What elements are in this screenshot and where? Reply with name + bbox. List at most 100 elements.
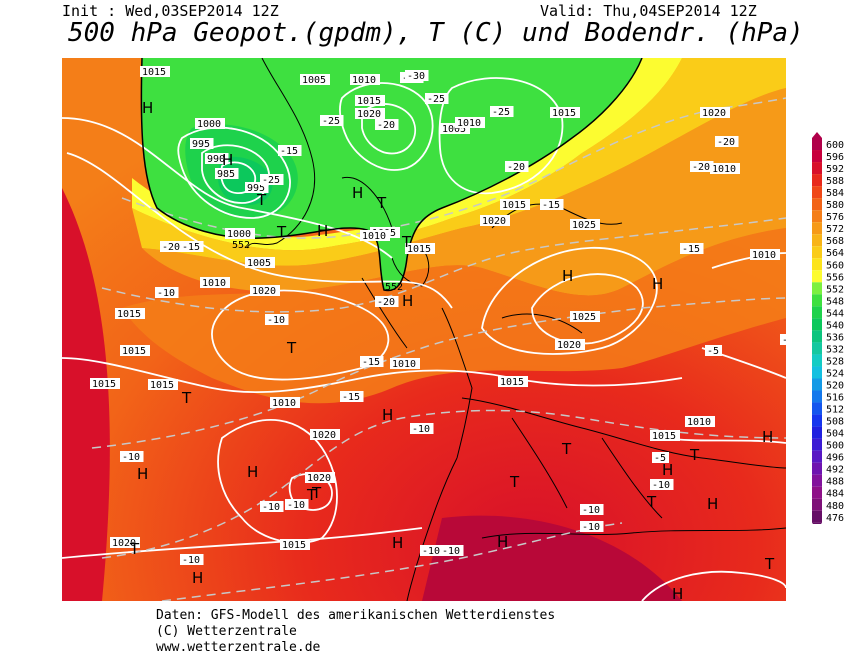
footer-url: www.wetterzentrale.de (156, 640, 321, 655)
isobar-label: 1010 (685, 416, 715, 428)
legend-swatch (812, 414, 822, 427)
isotherm-label: -20 (505, 161, 529, 173)
isotherm-label: -10 (285, 499, 309, 511)
isobar-label: 1005 (440, 123, 470, 135)
legend-swatch (812, 342, 822, 355)
isobar-label: 1000 (225, 228, 255, 240)
legend-level: 544 (826, 308, 844, 319)
legend-level: 584 (826, 188, 844, 199)
isobar-label-text: 1010 (272, 398, 296, 409)
pressure-center: T (689, 446, 700, 464)
legend-swatch (812, 162, 822, 175)
legend-swatch (812, 426, 822, 439)
isotherm-label: -10 (155, 287, 179, 299)
pressure-center: H (662, 461, 673, 479)
isobar-label-text: 1015 (357, 96, 381, 107)
isobar-label: 1005 (245, 257, 275, 269)
isobar-label-text: 1020 (482, 216, 506, 227)
isobar-label: 1010 (455, 117, 485, 129)
isobar-label-text: 1005 (302, 75, 326, 86)
isobar-label-text: 985 (217, 169, 235, 180)
geopotential-label-text: 552 (385, 282, 403, 293)
isobar-label-text: 1015 (407, 244, 431, 255)
isobar-label: 1010 (710, 163, 740, 175)
legend-swatch (812, 462, 822, 475)
contour-552 (140, 58, 643, 292)
isotherm-label-text: -25 (262, 175, 280, 186)
isobar-label: 1000 (195, 118, 225, 130)
isobar-label-text: 995 (192, 139, 210, 150)
isobar-label-text: 1015 (117, 309, 141, 320)
legend-level: 576 (826, 212, 844, 223)
isobar-label-text: 990 (207, 154, 225, 165)
pressure-center: H (762, 428, 773, 446)
footer-copyright: (C) Wetterzentrale (156, 624, 297, 639)
isotherm-label: -25 (425, 93, 449, 105)
isobar-label: 1020 (700, 107, 730, 119)
isotherm-label-text: -10 (182, 555, 200, 566)
field-yellow (132, 58, 682, 251)
legend-swatch (812, 306, 822, 319)
isotherm-label: -20 (160, 241, 184, 253)
isobar-label: 1020 (110, 537, 140, 549)
legend-level: 556 (826, 272, 844, 283)
isobar-label-text: 1015 (282, 540, 306, 551)
isobar-label-text: 1020 (307, 473, 331, 484)
isotherm-label: -15 (180, 241, 204, 253)
pressure-center: H (497, 533, 508, 551)
legend-swatch (812, 390, 822, 403)
legend-swatch (812, 498, 822, 511)
legend-level: 500 (826, 441, 844, 452)
legend-swatch (812, 294, 822, 307)
legend-level: 508 (826, 417, 844, 428)
isobar-label-text: 1025 (572, 312, 596, 323)
isotherm-label-text: -15 (280, 146, 298, 157)
isobar-label-text: 1020 (312, 430, 336, 441)
pressure-center: T (764, 555, 775, 573)
isobar-label: 1015 (280, 539, 310, 551)
isobar-label-text: 1000 (197, 119, 221, 130)
isobar-label-text: 1020 (702, 108, 726, 119)
legend-swatch (812, 270, 822, 283)
isobar-label: 1005 (300, 74, 330, 86)
isobar-label: 995 (245, 182, 269, 194)
isotherm-label-text: -5 (654, 453, 666, 464)
isobar-label-text: 1010 (202, 278, 226, 289)
field-lightorange (142, 88, 786, 296)
isobar-label: 1015 (650, 430, 680, 442)
pressure-center: T (129, 540, 140, 558)
legend-arrow-top (812, 132, 822, 138)
isotherm-label: -10 (120, 451, 144, 463)
geopotential-label: 552 (385, 282, 403, 293)
field-orange-band (122, 228, 786, 404)
legend-swatch (812, 318, 822, 331)
pressure-center: T (561, 440, 572, 458)
pressure-center: T (306, 486, 317, 504)
isotherm-label-text: -10 (287, 500, 305, 511)
pressure-center: T (276, 223, 287, 241)
legend-swatch (812, 474, 822, 487)
isotherm-label: -10 (260, 501, 284, 513)
isobar-label-text: 1020 (112, 538, 136, 549)
isobar-label: 1010 (350, 74, 380, 86)
legend-level: 548 (826, 296, 844, 307)
legend-level: 600 (826, 140, 844, 151)
isobar-label-text: 1010 (687, 417, 711, 428)
color-legend: 6005965925885845805765725685645605565525… (812, 132, 844, 524)
isotherm-label: -15 (278, 145, 302, 157)
legend-swatch (812, 438, 822, 451)
legend-swatch (812, 258, 822, 271)
pressure-center: H (192, 569, 203, 587)
legend-swatch (812, 222, 822, 235)
pressure-center: H (352, 184, 363, 202)
isobar-label: 1025 (570, 311, 600, 323)
isobar-label: 1020 (355, 108, 385, 120)
isobar-label: 1020 (480, 215, 510, 227)
isobar-label: 1020 (555, 339, 585, 351)
pressure-center: H (707, 495, 718, 513)
isobar-label: 1020 (305, 472, 335, 484)
isotherm-label-text: -20 (162, 242, 180, 253)
legend-swatch (812, 378, 822, 391)
pressure-center: H (672, 585, 683, 601)
